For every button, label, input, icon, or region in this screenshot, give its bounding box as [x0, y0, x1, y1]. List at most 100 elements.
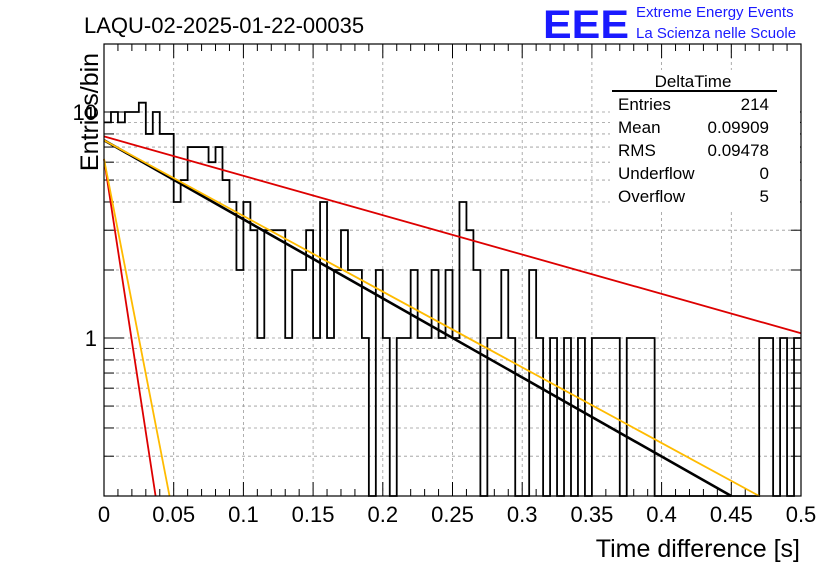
histogram-bin: [606, 338, 613, 496]
x-tick-label: 0.15: [292, 502, 335, 527]
histogram-bin: [181, 180, 188, 496]
x-tick-label: 0.2: [368, 502, 399, 527]
plot-frame: [103, 43, 802, 497]
histogram-bin: [564, 338, 571, 496]
histogram-bin: [250, 230, 257, 496]
histogram-bin: [229, 202, 236, 496]
histogram-bin: [306, 230, 313, 496]
histogram-bin: [327, 338, 334, 496]
org-line-1: Extreme Energy Events: [636, 4, 794, 21]
histogram-bin: [766, 338, 773, 496]
histogram-bin: [313, 338, 320, 496]
y-axis-label: Entries/bin: [76, 53, 104, 171]
histogram-bin: [285, 338, 292, 496]
histogram-bin: [397, 338, 404, 496]
run-title: LAQU-02-2025-01-22-00035: [84, 13, 364, 38]
stats-value-underflow: 0: [760, 164, 769, 183]
stats-label-entries: Entries: [618, 95, 671, 114]
x-tick-label: 0.4: [646, 502, 677, 527]
histogram-outline: [104, 101, 801, 497]
histogram-bin: [536, 338, 543, 496]
histogram-bin: [188, 147, 195, 496]
histogram-bin: [257, 338, 264, 496]
histogram-bin: [167, 134, 174, 496]
histogram-bin: [459, 202, 466, 496]
histogram-bin: [432, 270, 439, 496]
stats-value-overflow: 5: [760, 187, 769, 206]
histogram-bin: [383, 338, 390, 496]
histogram-bin: [453, 338, 460, 496]
histogram-bin: [271, 230, 278, 496]
y-tick-labels: 1 10: [73, 100, 97, 351]
x-tick-label: 0.5: [786, 502, 817, 527]
histogram-bin: [376, 270, 383, 496]
histogram-bin: [648, 338, 655, 496]
x-tick-label: 0.1: [228, 502, 259, 527]
histogram-bin: [334, 270, 341, 496]
stats-box-bg: [610, 70, 800, 210]
histogram-bin: [174, 202, 181, 496]
histogram-bin: [292, 270, 299, 496]
histogram-bin: [418, 338, 425, 496]
histogram-bin: [627, 338, 634, 496]
fit-line-black-0: [103, 139, 732, 498]
org-line-2: La Scienza nelle Scuole: [636, 25, 796, 42]
histogram-bin: [216, 147, 223, 496]
fit-line-red-3: [103, 158, 157, 497]
stats-label-mean: Mean: [618, 118, 661, 137]
x-tick-labels: 0 0.05 0.1 0.15 0.2 0.25 0.3 0.35 0.4 0.45 0.5: [98, 502, 816, 527]
histogram-bin: [425, 338, 432, 496]
histogram-bin: [243, 202, 250, 496]
histogram-bin: [111, 112, 118, 496]
histogram-bin: [550, 338, 557, 496]
fit-line-red-2: [103, 135, 802, 335]
y-tick-label: 10: [73, 100, 97, 125]
histogram-bin: [160, 134, 167, 496]
stats-label-overflow: Overflow: [618, 187, 686, 206]
histogram-bin: [446, 270, 453, 496]
histogram-bin: [222, 180, 229, 496]
histogram-bin: [439, 338, 446, 496]
x-tick-label: 0.35: [570, 502, 613, 527]
stats-box: DeltaTime Entries 214 Mean 0.09909 RMS 0…: [610, 70, 800, 210]
histogram-bin: [278, 230, 285, 496]
histogram-bin: [209, 162, 216, 496]
histogram-bin: [466, 230, 473, 496]
stats-label-rms: RMS: [618, 141, 656, 160]
stats-value-mean: 0.09909: [708, 118, 769, 137]
x-axis-label: Time difference [s]: [596, 535, 800, 563]
histogram-bin: [362, 338, 369, 496]
fit-curves: [103, 135, 802, 498]
fit-line-orange-1: [103, 139, 760, 497]
histogram-bin: [320, 202, 327, 496]
histogram-bin: [264, 230, 271, 496]
x-tick-label: 0.05: [152, 502, 195, 527]
histogram-bin: [236, 270, 243, 496]
histogram-bin: [780, 338, 787, 496]
histogram-bin: [578, 338, 585, 496]
histogram-bin: [404, 338, 411, 496]
histogram-bin: [299, 270, 306, 496]
x-tick-label: 0.25: [431, 502, 474, 527]
eee-logo: EEE: [543, 3, 629, 47]
histogram-bin: [195, 147, 202, 496]
x-tick-label: 0.45: [710, 502, 753, 527]
histogram-bin: [794, 338, 801, 496]
histogram: [104, 101, 801, 497]
x-tick-label: 0: [98, 502, 110, 527]
histogram-bin: [118, 122, 125, 496]
histogram-bin: [641, 338, 648, 496]
histogram-bin: [501, 270, 508, 496]
histogram-bin: [759, 338, 766, 496]
stats-label-underflow: Underflow: [618, 164, 695, 183]
stats-title: DeltaTime: [655, 72, 732, 91]
histogram-bin: [348, 270, 355, 496]
histogram-bin: [634, 338, 641, 496]
y-tick-label: 1: [85, 326, 97, 351]
histogram-bin: [473, 270, 480, 496]
x-tick-label: 0.3: [507, 502, 538, 527]
histogram-bin: [411, 270, 418, 496]
stats-value-entries: 214: [741, 95, 769, 114]
fit-line-orange-4: [103, 158, 171, 497]
